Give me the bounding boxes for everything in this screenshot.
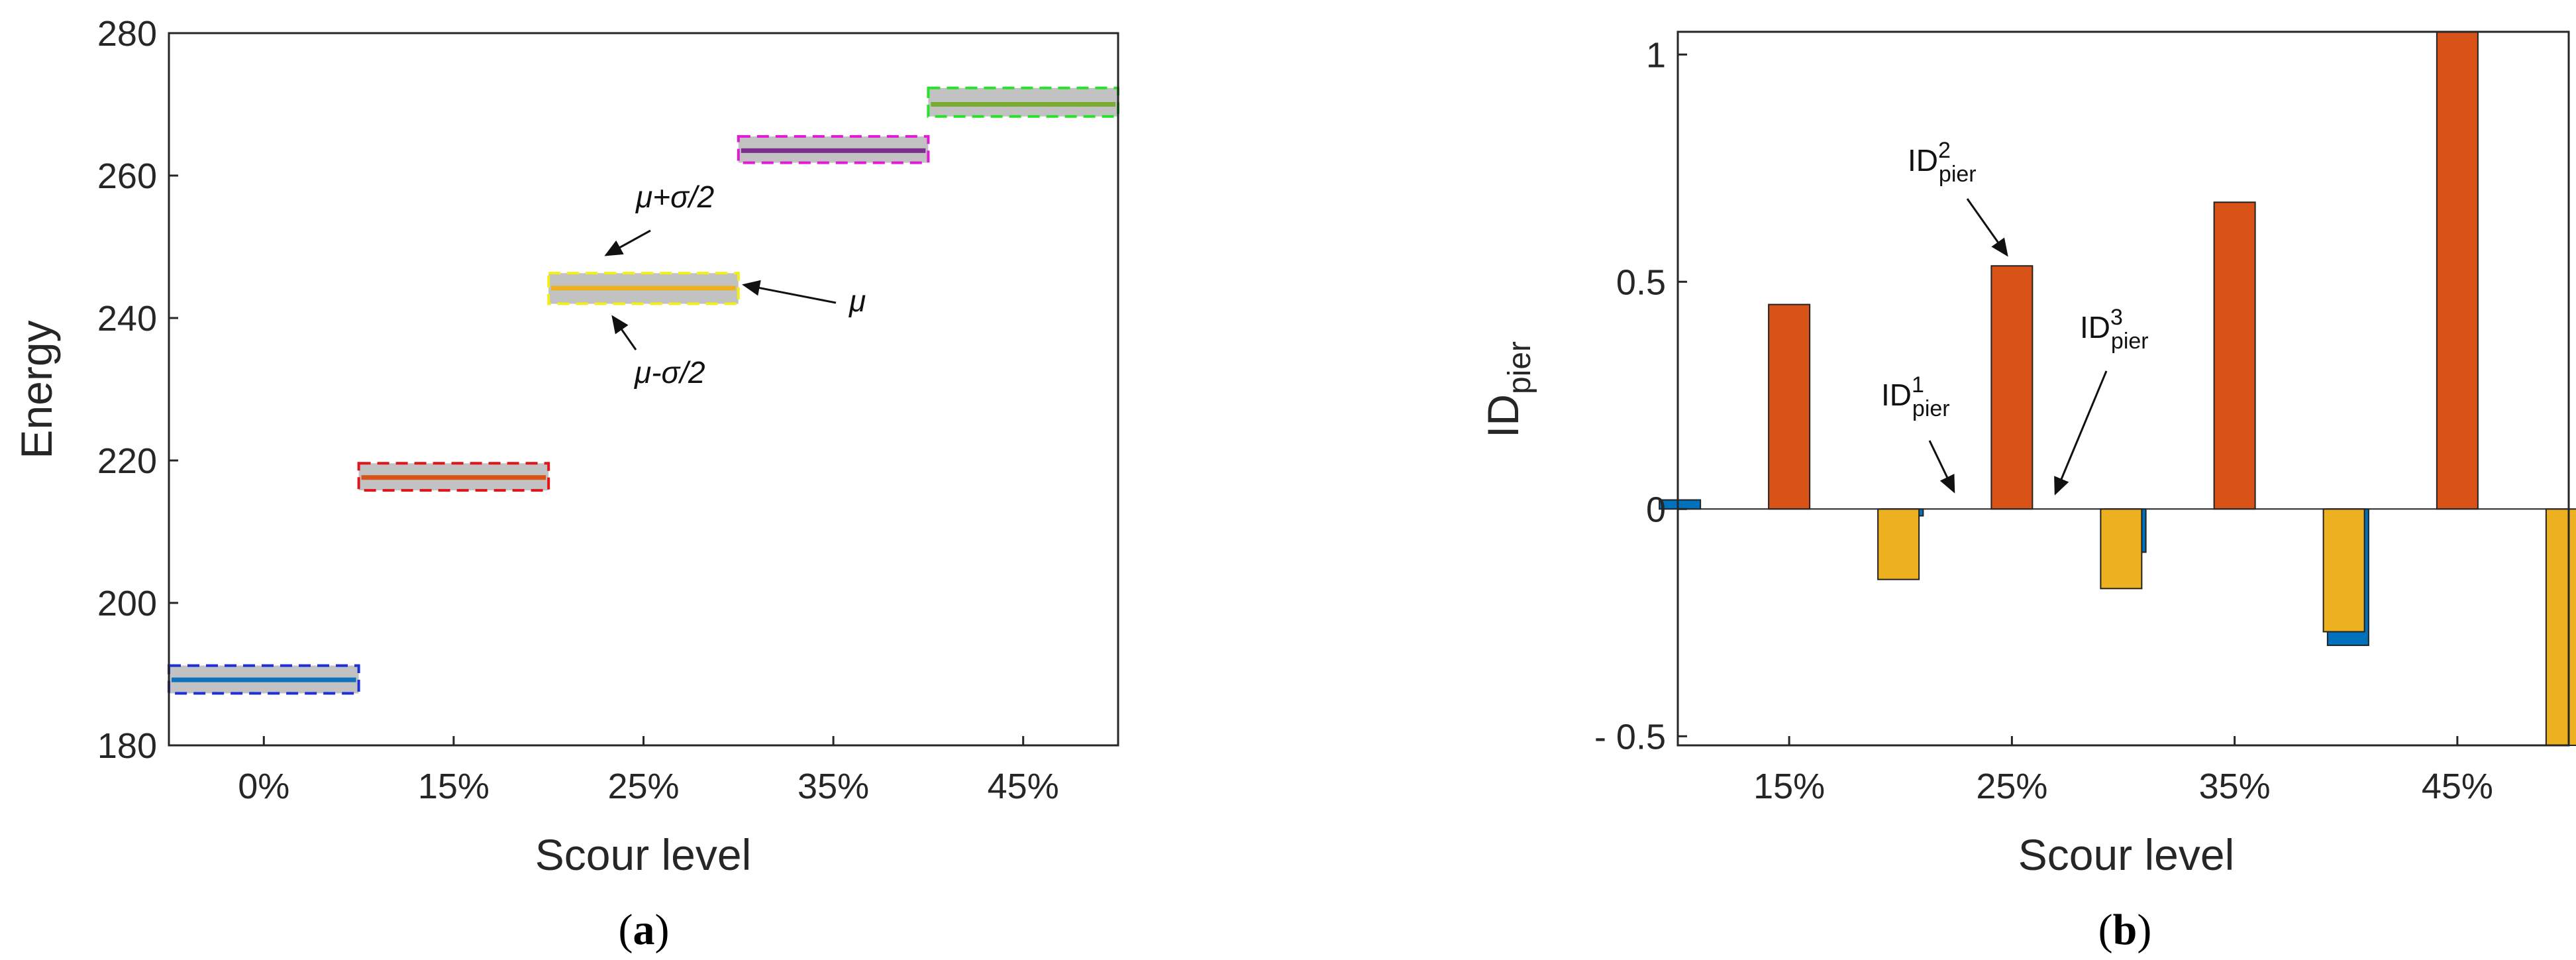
bar-s3-35pct — [2322, 508, 2365, 633]
chart-b-ylabel-base: ID — [1478, 394, 1527, 438]
mean-annotation-label: μ — [849, 284, 866, 318]
x-tick-label: 35% — [798, 767, 869, 806]
x-tick-label: 45% — [2422, 767, 2493, 806]
x-tick-label: 0% — [238, 767, 289, 806]
series-3-label: ID3 pier — [2080, 305, 2149, 354]
x-tick-label: 25% — [607, 767, 679, 806]
chart-b: 15% 25% 35% 45% - 0.5 0 0.5 1 IDpier Scour leve… — [1478, 30, 2576, 954]
bar-s2-35pct — [2213, 201, 2256, 510]
series-2-label: ID2 pier — [1908, 138, 1977, 187]
y-tick-label: 180 — [97, 726, 157, 766]
series-1-arrow — [1928, 440, 1955, 494]
chart-a-marks — [168, 86, 1120, 695]
lower-annotation-arrow — [611, 315, 637, 350]
series-3-arrow — [2054, 370, 2108, 496]
chart-b-ylabel: IDpier — [1478, 341, 1537, 438]
bar-s2-25pct — [1990, 265, 2034, 510]
chart-b-ticks: 15% 25% 35% 45% - 0.5 0 0.5 1 — [1594, 35, 2493, 806]
chart-b-ylabel-sub: pier — [1502, 341, 1537, 394]
series-2-arrow — [1966, 198, 2008, 257]
chart-a-annotations: μ+σ/2 μ μ-σ/2 — [604, 180, 866, 390]
x-tick-label: 45% — [988, 767, 1059, 806]
y-tick-label: 240 — [97, 299, 157, 339]
chart-a-xlabel: Scour level — [535, 830, 752, 879]
y-tick-label: 280 — [97, 14, 157, 54]
upper-annotation-label: μ+σ/2 — [635, 180, 714, 214]
y-tick-label: 0.5 — [1616, 262, 1666, 302]
y-tick-label: 1 — [1646, 35, 1666, 75]
upper-annotation-arrow — [604, 229, 651, 256]
x-tick-label: 15% — [418, 767, 489, 806]
bar-s2-15pct — [1768, 303, 1811, 510]
chart-a-ylabel: Energy — [12, 320, 61, 458]
series-1-label: ID1 pier — [1881, 372, 1950, 421]
x-tick-label: 35% — [2199, 767, 2271, 806]
mean-annotation-arrow — [742, 280, 837, 304]
bar-s3-45pct — [2545, 508, 2576, 746]
x-tick-label: 15% — [1753, 767, 1825, 806]
y-tick-label: - 0.5 — [1594, 717, 1666, 757]
chart-b-axes-frame — [1676, 30, 2570, 747]
chart-a-ticks: 0% 15% 25% 35% 45% 180 200 220 240 260 280 — [97, 14, 1059, 806]
x-tick-label: 25% — [1976, 767, 2047, 806]
y-tick-label: 220 — [97, 441, 157, 481]
chart-a-caption: (a) — [619, 906, 670, 954]
bar-s3-25pct — [2100, 508, 2143, 590]
bar-s3-15pct — [1877, 508, 1920, 580]
chart-b-marks — [1659, 31, 2576, 746]
y-tick-label: 260 — [97, 156, 157, 196]
y-tick-label: 200 — [97, 584, 157, 623]
chart-b-annotations: ID1 pier ID2 pier ID3 pier — [1881, 138, 2149, 496]
chart-b-xlabel: Scour level — [2018, 830, 2235, 879]
lower-annotation-label: μ-σ/2 — [634, 355, 705, 390]
chart-b-caption: (b) — [2098, 906, 2152, 954]
y-tick-label: 0 — [1646, 490, 1666, 529]
bar-s2-45pct — [2436, 31, 2479, 510]
